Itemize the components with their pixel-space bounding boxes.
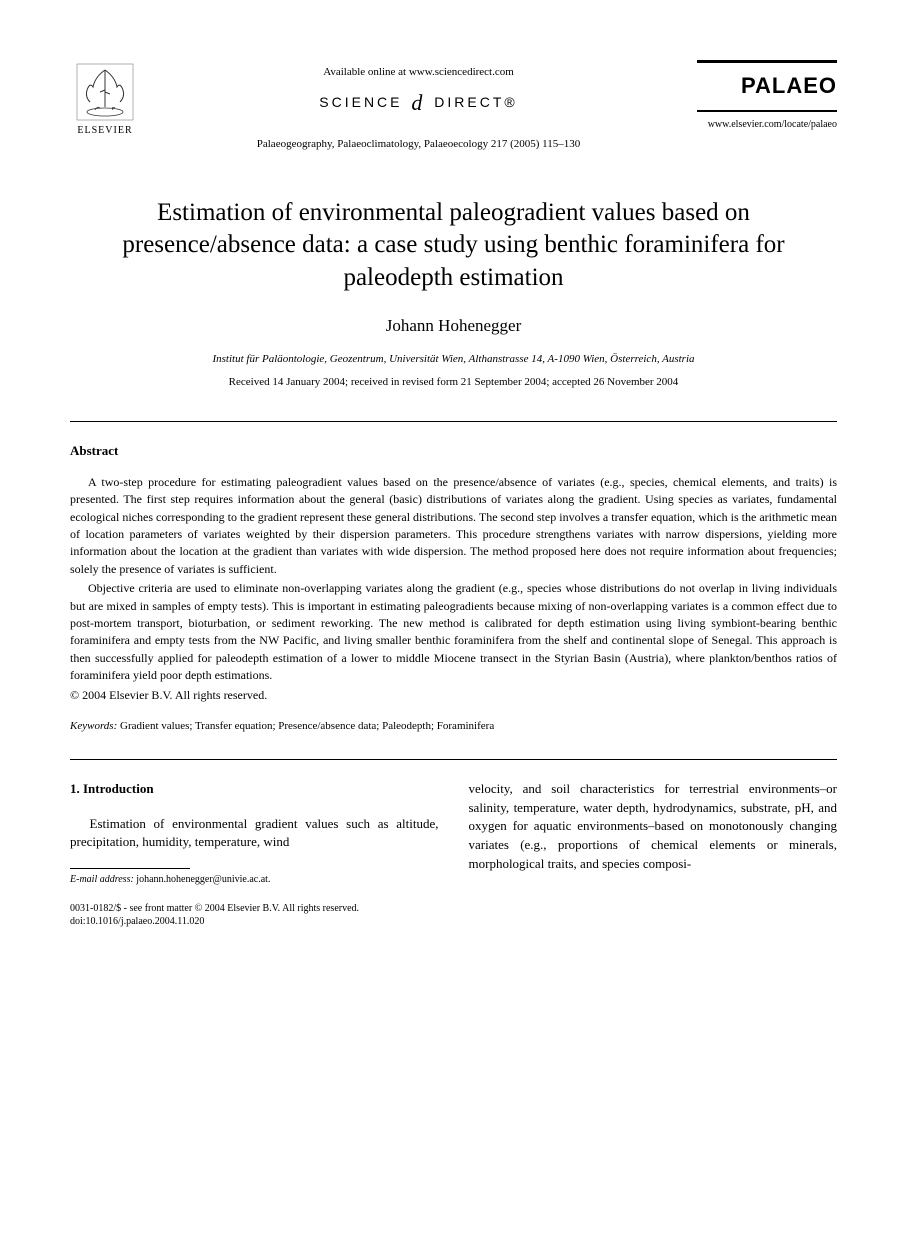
email-address: johann.hohenegger@univie.ac.at. — [134, 874, 271, 885]
intro-right-paragraph: velocity, and soil characteristics for t… — [469, 780, 838, 874]
bottom-info: 0031-0182/$ - see front matter © 2004 El… — [70, 902, 837, 928]
email-label: E-mail address: — [70, 874, 134, 885]
keywords-label: Keywords: — [70, 720, 117, 732]
palaeo-brand: PALAEO — [697, 71, 837, 102]
intro-left-paragraph: Estimation of environmental gradient val… — [70, 815, 439, 853]
available-online-text: Available online at www.sciencedirect.co… — [140, 65, 697, 80]
journal-reference: Palaeogeography, Palaeoclimatology, Pala… — [140, 137, 697, 152]
author-name: Johann Hohenegger — [70, 314, 837, 338]
science-direct-brand: SCIENCE d DIRECT® — [140, 88, 697, 119]
article-dates: Received 14 January 2004; received in re… — [70, 375, 837, 390]
center-header: Available online at www.sciencedirect.co… — [140, 60, 697, 157]
divider-top — [70, 421, 837, 422]
palaeo-brand-box: PALAEO — [697, 60, 837, 112]
copyright-line: © 2004 Elsevier B.V. All rights reserved… — [70, 687, 837, 704]
keywords-text: Gradient values; Transfer equation; Pres… — [117, 720, 494, 732]
journal-url: www.elsevier.com/locate/palaeo — [697, 118, 837, 132]
science-direct-at-icon: d — [411, 88, 425, 119]
abstract-paragraph-2: Objective criteria are used to eliminate… — [70, 580, 837, 684]
abstract-paragraph-1: A two-step procedure for estimating pale… — [70, 474, 837, 578]
science-direct-left: SCIENCE — [319, 95, 402, 111]
elsevier-logo: ELSEVIER — [70, 60, 140, 140]
keywords-line: Keywords: Gradient values; Transfer equa… — [70, 719, 837, 734]
two-column-body: 1. Introduction Estimation of environmen… — [70, 780, 837, 890]
right-column: velocity, and soil characteristics for t… — [469, 780, 838, 890]
abstract-heading: Abstract — [70, 442, 837, 460]
divider-bottom — [70, 759, 837, 760]
article-title: Estimation of environmental paleogradien… — [110, 197, 797, 295]
right-header: PALAEO www.elsevier.com/locate/palaeo — [697, 60, 837, 132]
elsevier-tree-icon — [75, 62, 135, 122]
science-direct-right: DIRECT® — [434, 95, 517, 111]
email-footnote: E-mail address: johann.hohenegger@univie… — [70, 873, 439, 888]
elsevier-label: ELSEVIER — [77, 124, 132, 138]
introduction-heading: 1. Introduction — [70, 780, 439, 799]
doi-line: doi:10.1016/j.palaeo.2004.11.020 — [70, 915, 837, 928]
author-affiliation: Institut für Paläontologie, Geozentrum, … — [70, 352, 837, 367]
left-column: 1. Introduction Estimation of environmen… — [70, 780, 439, 890]
footnote-divider — [70, 868, 190, 869]
header-row: ELSEVIER Available online at www.science… — [70, 60, 837, 157]
issn-line: 0031-0182/$ - see front matter © 2004 El… — [70, 902, 837, 915]
